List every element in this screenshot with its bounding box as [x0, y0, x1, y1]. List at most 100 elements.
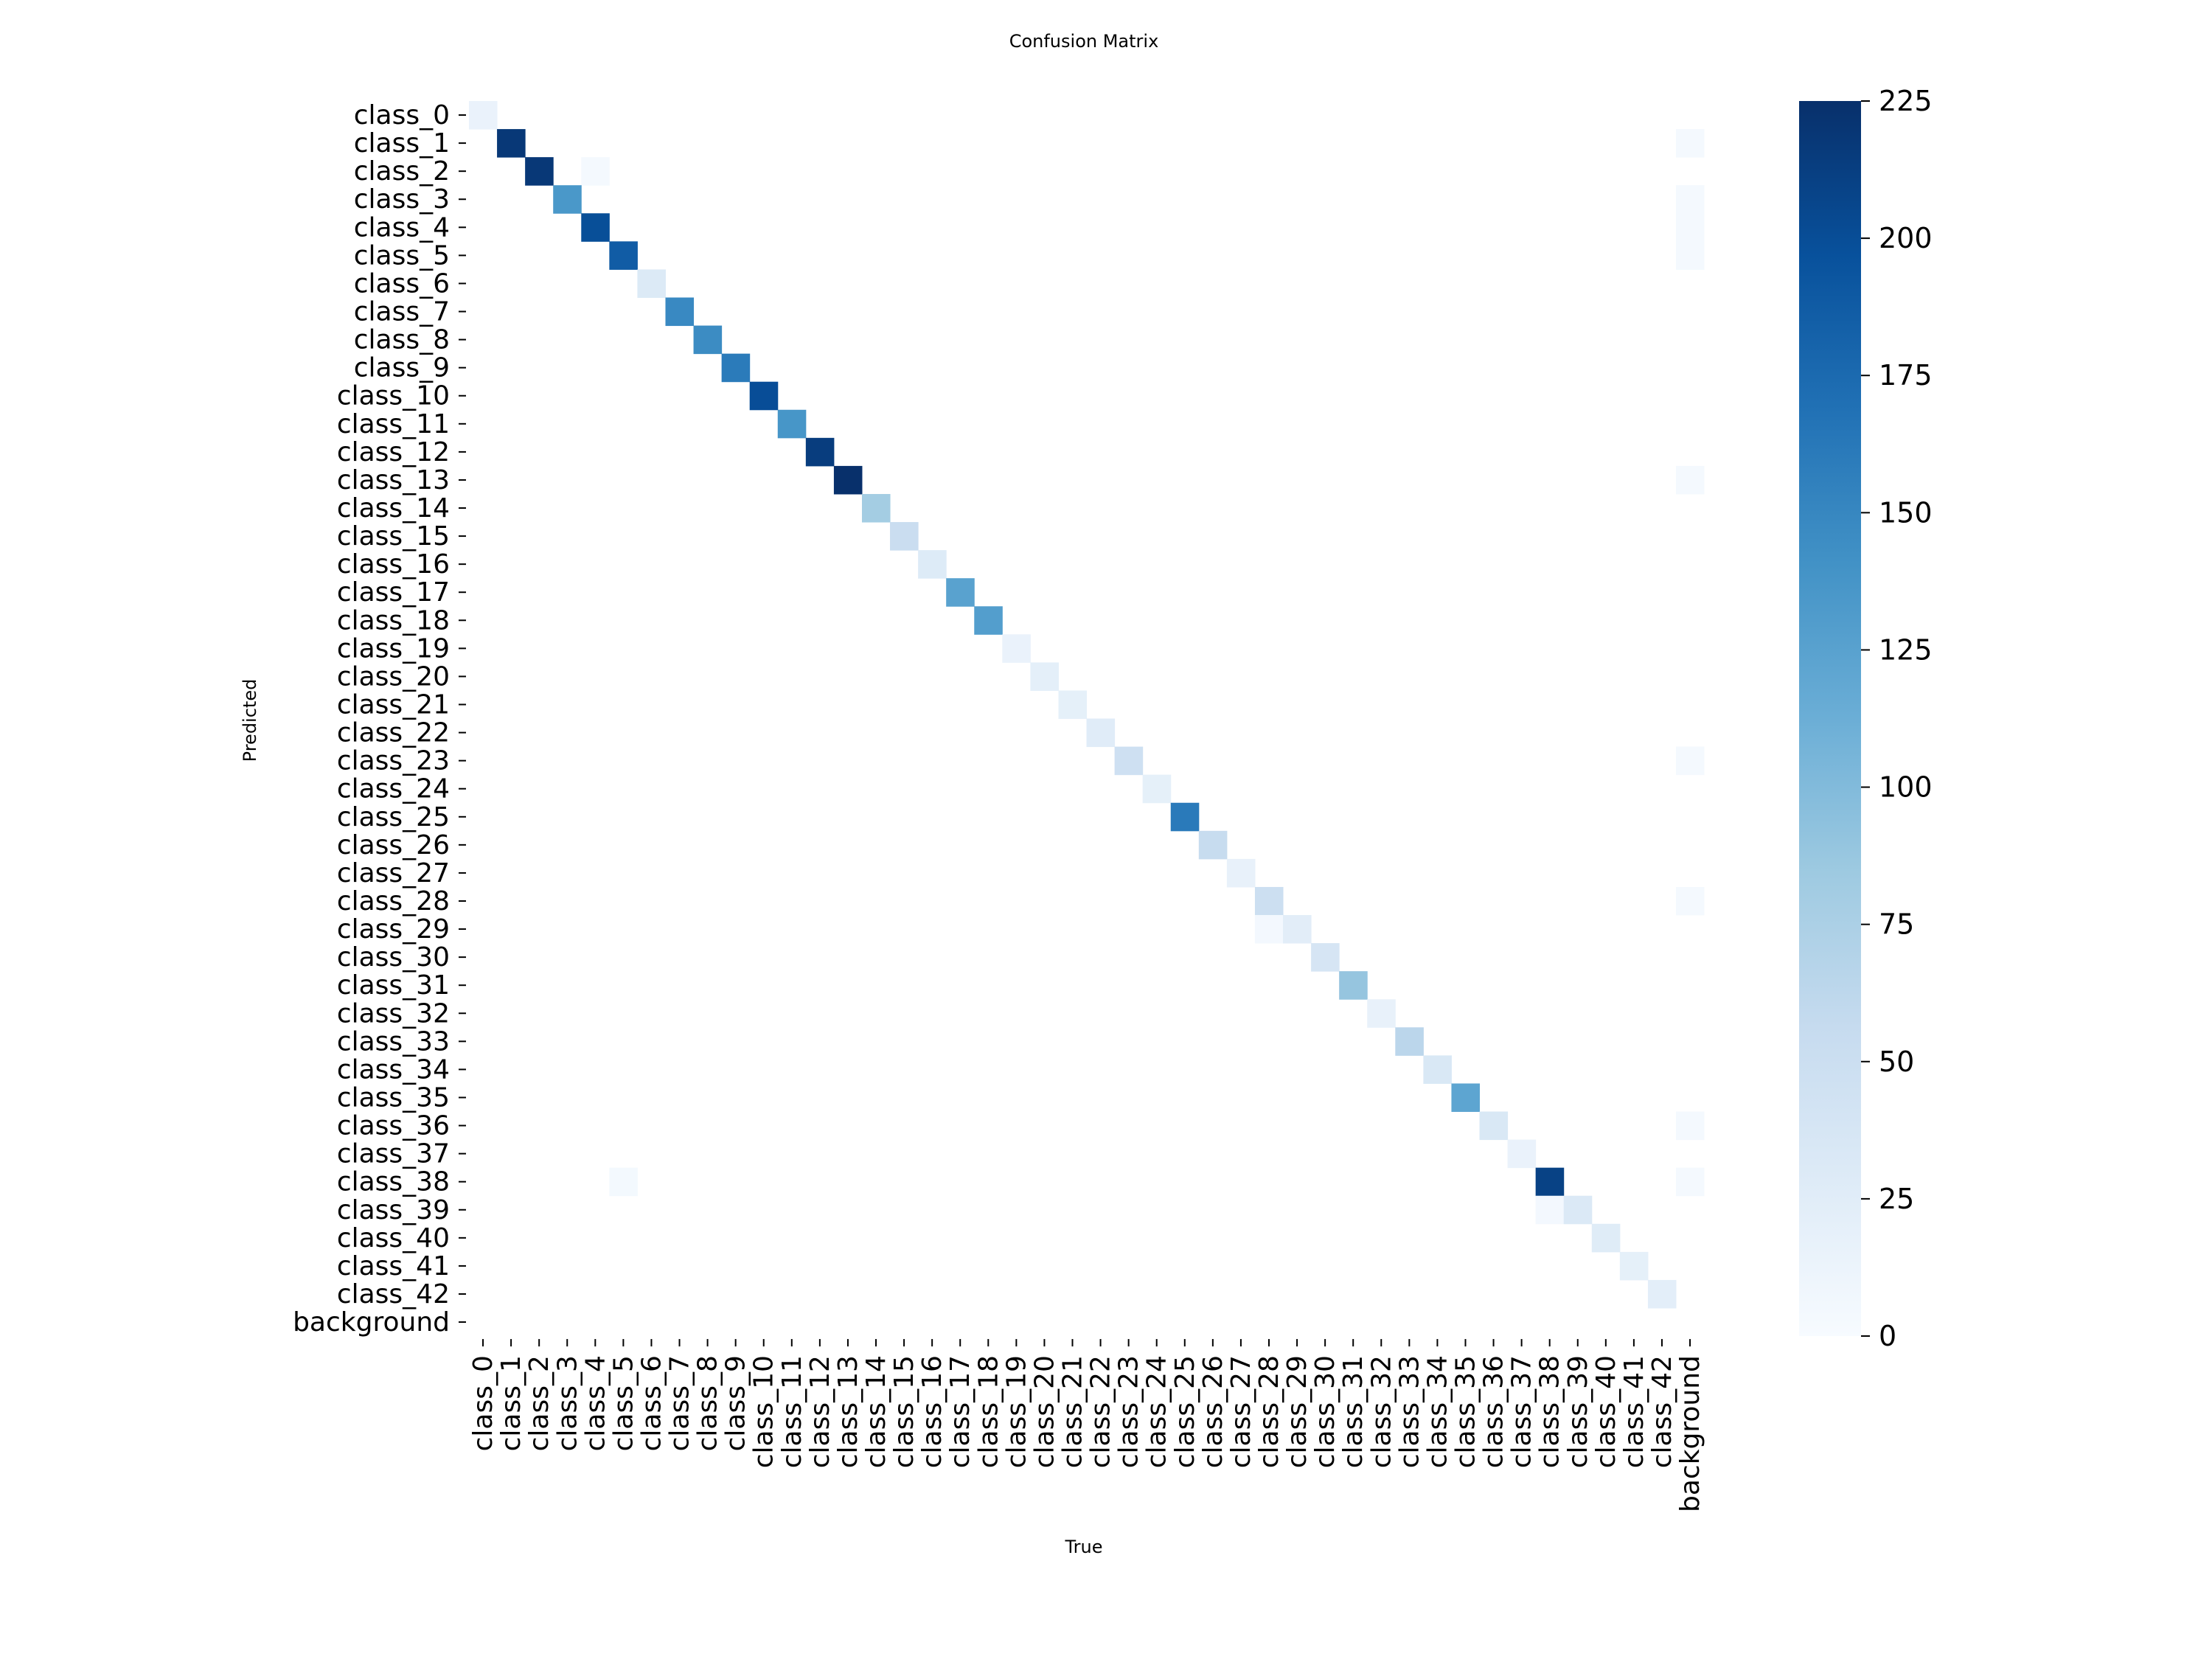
y-tick-label: class_21: [337, 690, 450, 720]
x-tick-label: class_0: [468, 1355, 498, 1451]
colorbar-tick-label: 100: [1879, 771, 1933, 804]
y-tick-label: class_4: [354, 212, 450, 243]
heatmap-cell-9-9: [721, 353, 751, 383]
heatmap-cell-4-4: [581, 213, 610, 242]
heatmap-cell-38-5: [609, 1167, 638, 1197]
x-tick-label: class_19: [1001, 1355, 1032, 1468]
y-tick-label: class_27: [337, 858, 450, 888]
x-tick-label: class_33: [1394, 1355, 1425, 1468]
heatmap-cell-35-35: [1451, 1083, 1481, 1113]
colorbar-tick-label: 200: [1879, 222, 1933, 254]
x-tick-label: class_17: [945, 1355, 975, 1468]
x-tick-label: class_35: [1450, 1355, 1481, 1468]
heatmap-cell-40-40: [1591, 1223, 1621, 1253]
y-tick-label: class_9: [354, 353, 450, 383]
heatmap-cell-31-31: [1339, 971, 1368, 1000]
y-tick-label: class_23: [337, 746, 450, 776]
heatmap-cell-28-28: [1254, 886, 1284, 916]
y-tick-label: class_35: [337, 1082, 450, 1113]
y-tick-label: class_15: [337, 521, 450, 552]
heatmap-cell-26-26: [1198, 830, 1228, 860]
x-tick-label: class_16: [917, 1355, 947, 1468]
y-tick-label: class_31: [337, 970, 450, 1001]
y-tick-label: class_22: [337, 718, 450, 748]
heatmap-cell-6-6: [637, 269, 666, 298]
y-tick-label: class_32: [337, 998, 450, 1029]
heatmap-cell-29-29: [1283, 915, 1312, 944]
x-tick-label: class_20: [1029, 1355, 1060, 1468]
x-axis-ticks: class_0class_1class_2class_3class_4class…: [468, 1339, 1705, 1512]
y-tick-label: class_29: [337, 914, 450, 945]
colorbar-tick-label: 50: [1879, 1046, 1914, 1078]
x-tick-label: class_42: [1647, 1355, 1677, 1468]
x-tick-label: class_9: [721, 1355, 751, 1451]
heatmap-cell-28-43: [1676, 886, 1705, 916]
y-tick-label: class_6: [354, 268, 450, 299]
y-tick-label: class_42: [337, 1279, 450, 1310]
x-tick-label: class_11: [777, 1355, 807, 1468]
x-tick-label: class_4: [580, 1355, 611, 1451]
y-tick-label: class_0: [354, 100, 450, 131]
x-tick-label: class_41: [1619, 1355, 1649, 1468]
y-tick-label: class_40: [337, 1223, 450, 1253]
y-tick-label: class_13: [337, 465, 450, 495]
x-tick-label: background: [1675, 1355, 1705, 1512]
heatmap-cell-36-43: [1676, 1111, 1705, 1141]
colorbar-tick-label: 75: [1879, 908, 1914, 941]
y-tick-label: class_19: [337, 633, 450, 664]
y-tick-label: class_8: [354, 325, 450, 355]
chart-title: Confusion Matrix: [1009, 31, 1159, 52]
heatmap-cell-39-38: [1535, 1195, 1565, 1225]
x-tick-label: class_40: [1591, 1355, 1621, 1468]
y-axis-ticks: class_0class_1class_2class_3class_4class…: [293, 100, 466, 1338]
x-tick-label: class_37: [1507, 1355, 1537, 1468]
x-tick-label: class_18: [973, 1355, 1004, 1468]
heatmap-cell-21-21: [1058, 690, 1088, 720]
x-tick-label: class_39: [1563, 1355, 1593, 1468]
y-tick-label: class_7: [354, 297, 450, 327]
y-tick-label: class_16: [337, 549, 450, 580]
heatmap-cell-1-43: [1676, 129, 1705, 158]
heatmap-cell-41-41: [1619, 1251, 1649, 1281]
y-tick-label: class_12: [337, 437, 450, 467]
y-tick-label: class_18: [337, 605, 450, 636]
y-tick-label: class_39: [337, 1195, 450, 1225]
y-tick-label: class_2: [354, 156, 450, 187]
heatmap-cell-1-1: [497, 129, 526, 158]
y-tick-label: class_41: [337, 1251, 450, 1281]
x-tick-label: class_21: [1058, 1355, 1088, 1468]
heatmap-cell-13-13: [833, 465, 863, 495]
x-tick-label: class_32: [1366, 1355, 1397, 1468]
heatmap-cell-5-43: [1676, 241, 1705, 270]
heatmap-cell-4-43: [1676, 213, 1705, 242]
heatmap-cell-29-28: [1254, 915, 1284, 944]
heatmap-cell-32-32: [1367, 999, 1396, 1028]
x-tick-label: class_1: [496, 1355, 526, 1451]
heatmap-cell-18-18: [974, 606, 1003, 635]
x-tick-label: class_38: [1535, 1355, 1565, 1468]
y-axis-label: Predicted: [240, 679, 260, 762]
x-tick-label: class_10: [749, 1355, 779, 1468]
heatmap-cell-19-19: [1002, 634, 1031, 663]
x-tick-label: class_29: [1282, 1355, 1312, 1468]
y-tick-label: class_10: [337, 381, 450, 411]
heatmap-cell-36-36: [1479, 1111, 1509, 1141]
y-tick-label: class_17: [337, 577, 450, 608]
y-tick-label: class_34: [337, 1054, 450, 1085]
colorbar: [1799, 101, 1861, 1336]
heatmap-cell-15-15: [890, 522, 919, 551]
colorbar-tick-label: 125: [1879, 633, 1933, 666]
colorbar-tick-label: 25: [1879, 1183, 1914, 1215]
heatmap-cell-16-16: [918, 550, 947, 579]
y-tick-label: class_38: [337, 1167, 450, 1197]
x-tick-label: class_34: [1422, 1355, 1453, 1468]
colorbar-tick-label: 175: [1879, 359, 1933, 392]
y-tick-label: class_11: [337, 409, 450, 439]
x-tick-label: class_3: [552, 1355, 582, 1451]
heatmap-cell-10-10: [749, 381, 779, 411]
x-tick-label: class_6: [636, 1355, 667, 1451]
heatmap-cell-20-20: [1030, 662, 1059, 691]
y-tick-label: class_28: [337, 886, 450, 917]
heatmap-cell-3-3: [553, 185, 582, 214]
colorbar-tick-label: 0: [1879, 1320, 1896, 1352]
